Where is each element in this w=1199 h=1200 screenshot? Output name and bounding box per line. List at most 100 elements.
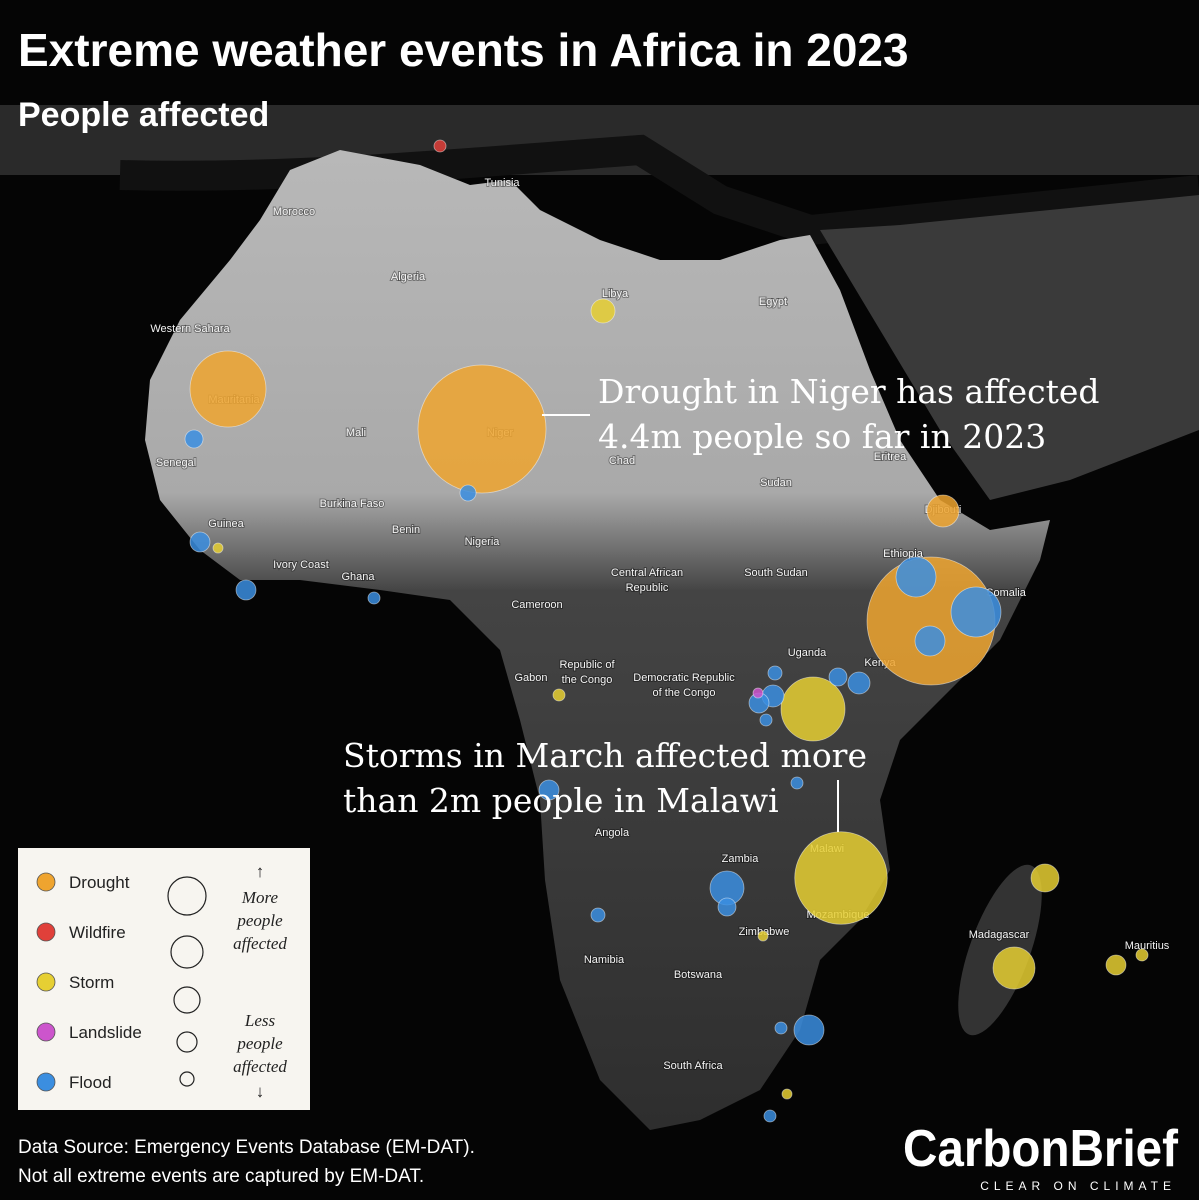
country-label-line: Mali xyxy=(346,427,366,439)
country-label-line: Madagascar xyxy=(969,929,1030,941)
country-label-line: of the Congo xyxy=(653,687,716,699)
country-label: Gabon xyxy=(514,672,547,684)
country-label: Egypt xyxy=(759,296,787,308)
event-bubble xyxy=(459,484,477,502)
country-label-line: the Congo xyxy=(562,674,613,686)
country-label: Democratic Republic of the Congo xyxy=(633,672,735,699)
country-label: Burkina Faso xyxy=(320,498,385,510)
country-label-line: Senegal xyxy=(156,457,196,469)
country-label-line: Tunisia xyxy=(484,177,520,189)
country-label-line: Burkina Faso xyxy=(320,498,385,510)
size-note: people xyxy=(236,911,283,930)
event-bubble xyxy=(781,1088,793,1100)
country-label-line: Namibia xyxy=(584,954,625,966)
size-swatch xyxy=(167,876,207,916)
country-label: Senegal xyxy=(156,457,196,469)
size-arrow: ↓ xyxy=(256,1082,265,1101)
country-label: Angola xyxy=(595,827,630,839)
event-bubble xyxy=(417,364,547,494)
event-bubble xyxy=(212,542,224,554)
country-label: Mali xyxy=(346,427,366,439)
legend-swatch xyxy=(36,922,56,942)
legend-label: Flood xyxy=(69,1073,112,1092)
country-label-line: Botswana xyxy=(674,969,723,981)
country-label: Cameroon xyxy=(511,599,562,611)
event-bubble xyxy=(1105,954,1127,976)
country-label-line: Ivory Coast xyxy=(273,559,329,571)
event-bubble xyxy=(757,930,769,942)
event-bubble xyxy=(950,586,1002,638)
event-bubble xyxy=(433,139,447,153)
legend xyxy=(18,848,310,1110)
country-label-line: Mauritius xyxy=(1125,940,1170,952)
country-label: Republic of the Congo xyxy=(559,659,615,686)
event-bubble xyxy=(538,779,560,801)
country-label-line: Zambia xyxy=(722,853,760,865)
country-label: Madagascar xyxy=(969,929,1030,941)
event-bubble xyxy=(717,897,737,917)
source: Not all extreme events are captured by E… xyxy=(18,1166,424,1187)
source: Data Source: Emergency Events Database (… xyxy=(18,1137,475,1158)
event-bubble xyxy=(1135,948,1149,962)
country-label: Eritrea xyxy=(874,451,907,463)
event-bubble xyxy=(235,579,257,601)
country-label-line: Algeria xyxy=(391,271,426,283)
event-bubble xyxy=(752,687,764,699)
country-label: Guinea xyxy=(208,518,244,530)
size-swatch xyxy=(179,1071,195,1087)
country-label-line: Chad xyxy=(609,455,635,467)
country-label: Botswana xyxy=(674,969,723,981)
country-label-line: Nigeria xyxy=(465,536,501,548)
annotation: Drought in Niger has affected xyxy=(598,372,1100,411)
legend-swatch xyxy=(36,872,56,892)
country-label: Ghana xyxy=(341,571,375,583)
country-label-line: Western Sahara xyxy=(150,323,230,335)
event-bubble xyxy=(552,688,566,702)
country-label: Nigeria xyxy=(465,536,501,548)
legend-label: Storm xyxy=(69,973,114,992)
country-label: Sudan xyxy=(760,477,792,489)
event-bubble xyxy=(914,625,946,657)
event-bubble xyxy=(828,667,848,687)
legend-label: Wildfire xyxy=(69,923,126,942)
event-bubble xyxy=(189,531,211,553)
event-bubble xyxy=(793,1014,825,1046)
legend-swatch xyxy=(36,1022,56,1042)
country-label-line: Sudan xyxy=(760,477,792,489)
country-label-line: Uganda xyxy=(788,647,827,659)
size-note: Less xyxy=(244,1011,276,1030)
country-label: South Africa xyxy=(663,1060,723,1072)
event-bubble xyxy=(992,946,1036,990)
event-bubble xyxy=(847,671,871,695)
country-label-line: Republic xyxy=(626,582,669,594)
country-label: Central African Republic xyxy=(611,567,683,594)
size-note: affected xyxy=(233,1057,287,1076)
country-label: Uganda xyxy=(788,647,827,659)
event-bubble xyxy=(774,1021,788,1035)
country-label-line: Democratic Republic xyxy=(633,672,735,684)
legend-label: Drought xyxy=(69,873,130,892)
legend-label: Landslide xyxy=(69,1023,142,1042)
country-label-line: Eritrea xyxy=(874,451,907,463)
event-bubble xyxy=(590,298,616,324)
country-label: Namibia xyxy=(584,954,625,966)
country-label: Tunisia xyxy=(484,177,520,189)
logo-tagline: CLEAR ON CLIMATE xyxy=(980,1179,1176,1193)
country-label-line: Egypt xyxy=(759,296,787,308)
logo: CarbonBrief xyxy=(903,1120,1179,1178)
legend-swatch xyxy=(36,972,56,992)
country-label: Mauritius xyxy=(1125,940,1170,952)
size-swatch xyxy=(170,935,204,969)
country-label: South Sudan xyxy=(744,567,808,579)
country-label-line: South Sudan xyxy=(744,567,808,579)
country-label: Algeria xyxy=(391,271,426,283)
country-label: Zambia xyxy=(722,853,760,865)
event-bubble xyxy=(367,591,381,605)
country-label: Benin xyxy=(392,524,420,536)
country-label-line: Guinea xyxy=(208,518,244,530)
size-arrow: ↑ xyxy=(256,862,265,881)
mediterranean xyxy=(119,134,1199,246)
country-label: Chad xyxy=(609,455,635,467)
legend-swatch xyxy=(36,1072,56,1092)
